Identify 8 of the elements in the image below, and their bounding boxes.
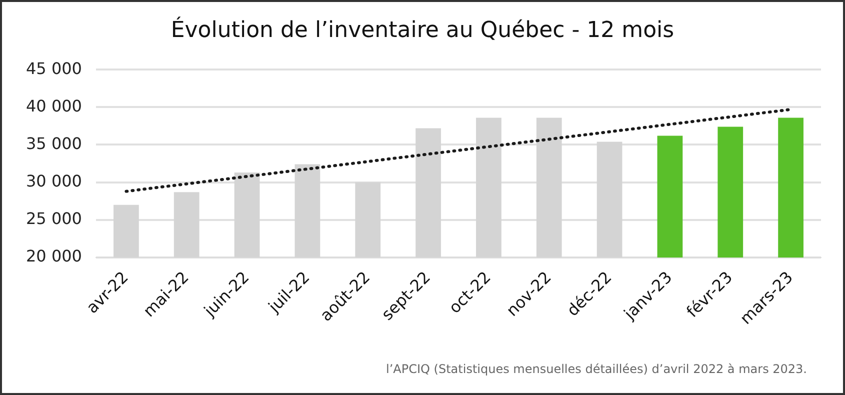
y-tick-label: 40 000 [26,96,82,116]
y-tick-label: 45 000 [26,58,82,78]
y-tick-label: 35 000 [26,134,82,153]
text: l’APCIQ (Statistiques mensuelles détaillées) d’avril 2022 à mars 2023. [386,362,807,376]
y-tick-label: 25 000 [26,209,82,228]
chart-title: Évolution de l’inventaire au Québec - 12 mois [170,18,676,43]
y-tick-label: 20 000 [26,246,82,266]
y-tick-label: 30 000 [26,171,82,190]
